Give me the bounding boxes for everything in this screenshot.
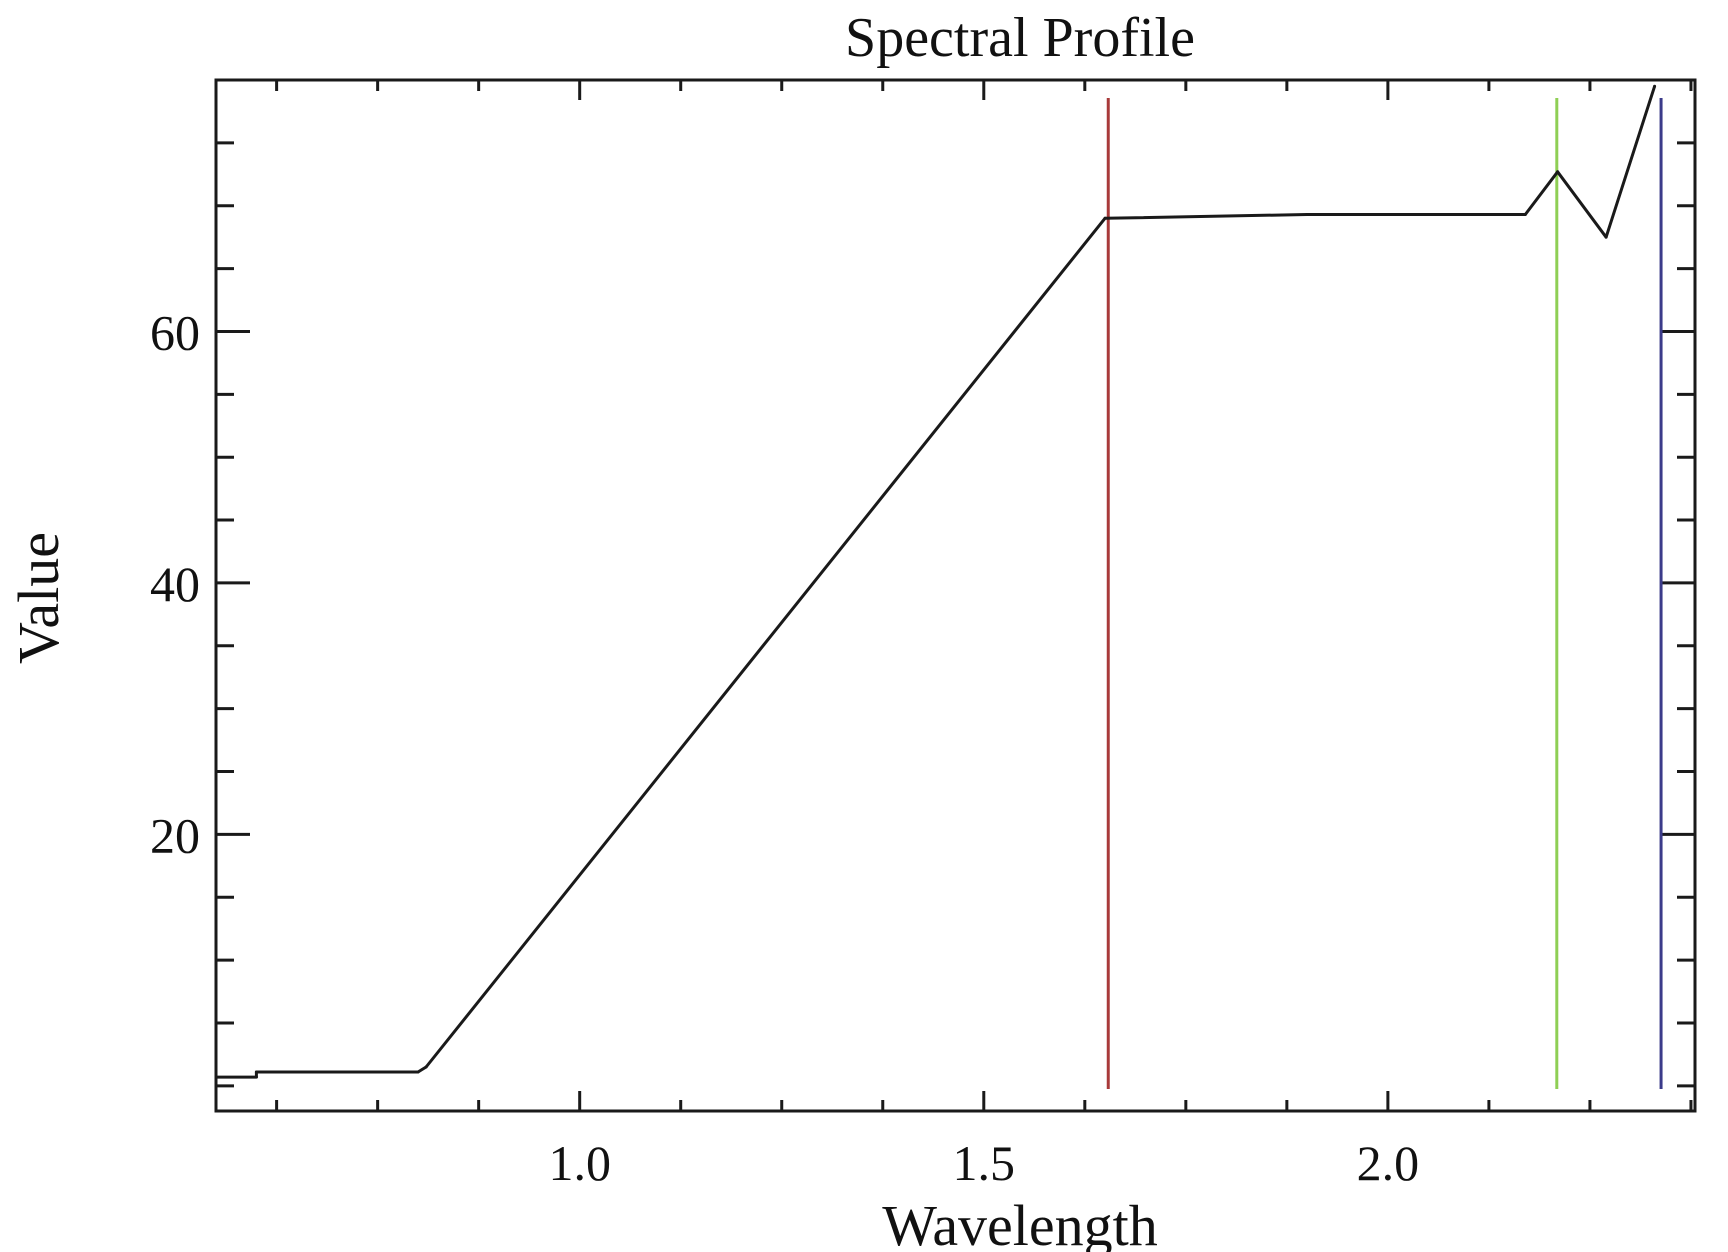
data-point bbox=[254, 1070, 258, 1074]
data-point bbox=[254, 1075, 258, 1079]
data-point bbox=[1556, 170, 1560, 174]
data-point bbox=[1305, 213, 1309, 217]
y-tick-label: 20 bbox=[150, 807, 200, 863]
data-point bbox=[416, 1070, 420, 1074]
data-point bbox=[1653, 84, 1657, 88]
data-point bbox=[1103, 216, 1107, 220]
x-tick-label: 1.0 bbox=[548, 1135, 611, 1191]
x-tick-label: 1.5 bbox=[953, 1135, 1016, 1191]
plot-frame bbox=[214, 78, 1697, 1113]
data-point bbox=[1523, 213, 1527, 217]
data-point bbox=[214, 1075, 218, 1079]
data-point bbox=[1604, 235, 1608, 239]
x-axis-label: Wavelength bbox=[882, 1193, 1158, 1252]
y-tick-label: 40 bbox=[150, 556, 200, 612]
x-tick-label: 2.0 bbox=[1357, 1135, 1420, 1191]
series-line-1 bbox=[216, 85, 1657, 1079]
y-axis-label: Value bbox=[6, 532, 71, 664]
chart-title: Spectral Profile bbox=[845, 7, 1195, 69]
data-point bbox=[424, 1065, 428, 1069]
plot-area: 1.0 1.5 2.0 20 40 60 bbox=[150, 78, 1697, 1191]
y-tick-label: 60 bbox=[150, 304, 200, 360]
